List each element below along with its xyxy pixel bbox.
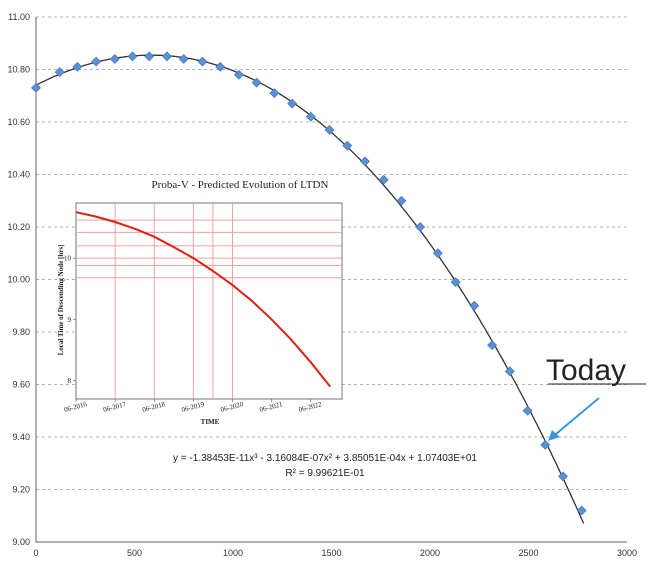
- inset-y-tick-labels: 8 9 10: [64, 255, 76, 385]
- x-tick-label: 2000: [420, 548, 440, 558]
- inset-gridlines: [76, 203, 342, 399]
- main-tick-labels: 9.00 9.20 9.40 9.60 9.80 10.00 10.20 10.40 10.60…: [7, 12, 637, 558]
- data-point: [360, 156, 370, 167]
- data-point: [504, 366, 515, 377]
- x-tick-label: 3000: [617, 548, 637, 558]
- data-point: [127, 51, 138, 62]
- data-point: [450, 277, 461, 288]
- inset-chart: Proba-V - Predicted Evolution of LTDN 06…: [57, 179, 343, 426]
- inset-x-tick-labels: 06-2016 06-2017 06-2018 06-2019 06-2020 06-20…: [63, 399, 323, 414]
- data-point: [31, 82, 41, 93]
- data-point: [109, 54, 120, 64]
- data-point: [178, 54, 189, 64]
- inset-title: Proba-V - Predicted Evolution of LTDN: [152, 179, 329, 191]
- today-label: Today: [546, 354, 626, 387]
- y-tick-label: 9.20: [12, 485, 30, 495]
- trendline-equation: y = -1.38453E-11x³ - 3.16084E-07x² + 3.8…: [173, 453, 477, 464]
- data-point: [54, 67, 65, 78]
- y-tick-label: 10.20: [7, 222, 30, 232]
- x-tick-label: 1500: [321, 548, 341, 558]
- data-points: [31, 51, 587, 516]
- data-point: [432, 248, 443, 259]
- y-tick-label: 10.60: [7, 117, 30, 127]
- data-point: [72, 61, 83, 72]
- y-tick-label: 9.40: [12, 432, 30, 442]
- inset-y-tick-label: 9: [68, 316, 72, 324]
- inset-x-tick-label: 06-2020: [220, 400, 245, 414]
- inset-x-tick-label: 06-2022: [298, 400, 323, 414]
- data-point: [233, 69, 244, 80]
- y-tick-label: 9.00: [12, 537, 30, 547]
- data-point: [91, 56, 102, 67]
- data-point: [144, 51, 155, 62]
- data-point: [305, 111, 316, 122]
- data-point: [540, 439, 551, 450]
- y-tick-label: 11.00: [8, 12, 30, 22]
- inset-plot-frame: [75, 202, 343, 400]
- x-tick-label: 1000: [223, 548, 243, 558]
- today-arrow-icon: [548, 397, 600, 441]
- main-axes: [35, 17, 627, 543]
- data-point: [469, 300, 480, 311]
- data-point: [162, 51, 172, 62]
- data-point: [215, 61, 226, 72]
- inset-ltdn-curve: [75, 211, 332, 388]
- inset-x-axis-label: TIME: [201, 418, 220, 426]
- data-point: [251, 77, 262, 88]
- inset-y-axis-label: Local Time of Descending Node [hrs]: [57, 245, 65, 356]
- data-point: [415, 222, 426, 232]
- inset-x-tick-label: 06-2016: [63, 400, 88, 414]
- y-tick-label: 9.80: [12, 327, 30, 337]
- data-point: [487, 340, 497, 351]
- trendline-r-squared: R² = 9.99621E-01: [285, 468, 365, 479]
- data-point: [522, 405, 533, 416]
- inset-y-tick-label: 10: [64, 255, 72, 263]
- inset-x-tick-label: 06-2021: [259, 400, 284, 414]
- data-point: [378, 174, 389, 185]
- inset-y-tick-label: 8: [68, 377, 72, 385]
- data-point: [396, 195, 407, 206]
- data-point: [324, 124, 335, 135]
- inset-x-tick-label: 06-2017: [102, 400, 127, 414]
- x-tick-label: 500: [127, 548, 142, 558]
- x-tick-label: 0: [33, 548, 38, 558]
- y-tick-label: 10.00: [7, 275, 30, 285]
- data-point: [342, 140, 353, 151]
- inset-x-tick-label: 06-2019: [181, 400, 206, 414]
- y-tick-label: 10.40: [7, 170, 30, 180]
- x-tick-label: 2500: [518, 548, 538, 558]
- data-point: [576, 505, 587, 516]
- data-point: [197, 56, 208, 67]
- data-point: [269, 88, 280, 99]
- y-tick-label: 9.60: [12, 380, 30, 390]
- data-point: [287, 98, 298, 109]
- y-tick-label: 10.80: [7, 65, 30, 75]
- inset-x-tick-label: 06-2018: [141, 400, 166, 414]
- data-point: [558, 471, 568, 482]
